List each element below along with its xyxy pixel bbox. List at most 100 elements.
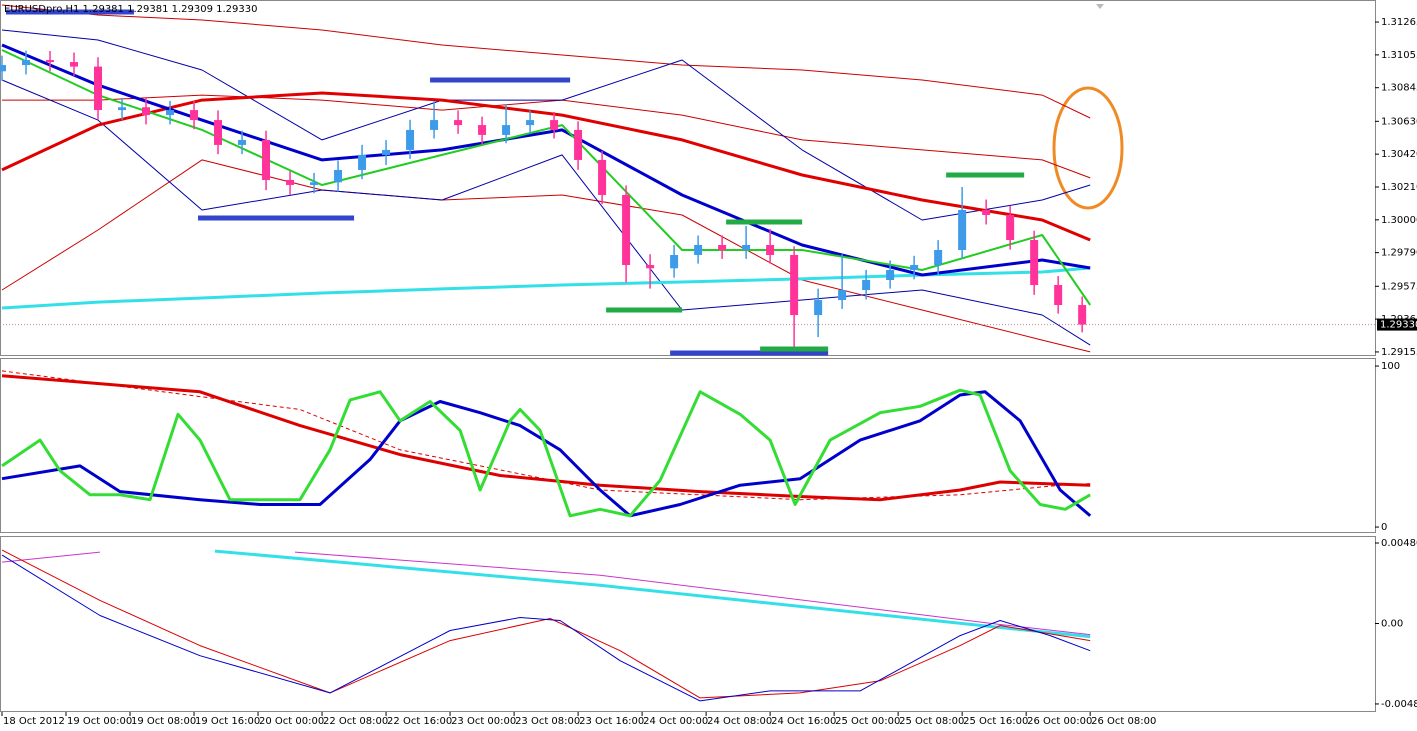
indicator-line <box>1 159 1091 353</box>
candle-body <box>286 179 295 185</box>
x-tick-label: 19 Oct 16:00 <box>195 716 260 727</box>
candle-body <box>70 62 79 67</box>
y-tick-label: 1.30000 <box>1381 215 1417 226</box>
candle-body <box>238 139 247 145</box>
y-tick-label: 1.30630 <box>1381 116 1417 127</box>
candle-body <box>142 107 151 116</box>
candle-body <box>694 244 703 256</box>
candle-body <box>622 194 631 266</box>
y-tick-label: 0.004803 <box>1381 538 1417 549</box>
candle-body <box>118 107 127 111</box>
y-tick-label: 100 <box>1381 361 1400 372</box>
x-tick-label: 19 Oct 08:00 <box>131 716 196 727</box>
candle-body <box>1078 305 1087 325</box>
indicator-line <box>1 554 1091 702</box>
x-tick-label: 26 Oct 08:00 <box>1091 716 1156 727</box>
shift-marker <box>1096 4 1104 9</box>
candle-body <box>646 265 655 269</box>
indicator-line <box>1 79 1091 346</box>
y-tick-label: 1.30420 <box>1381 149 1417 160</box>
candle-body <box>0 65 7 72</box>
candle-body <box>310 182 319 185</box>
candle-body <box>166 110 175 116</box>
candle-body <box>886 270 895 281</box>
candle-body <box>22 60 31 66</box>
pane-border <box>0 358 1376 533</box>
y-tick-label: 0 <box>1381 522 1387 533</box>
candle-body <box>862 280 871 291</box>
indicator-line <box>1 266 1091 310</box>
candle-body <box>814 300 823 316</box>
candle-body <box>718 244 727 250</box>
candle-body <box>1054 285 1063 306</box>
x-tick-label: 25 Oct 16:00 <box>963 716 1028 727</box>
indicator-line <box>214 549 1091 639</box>
indicator-line <box>1 549 1091 699</box>
candle-body <box>790 255 799 316</box>
x-tick-label: 18 Oct 2012 <box>3 716 65 727</box>
last-price-label: 1.29330 <box>1380 320 1417 331</box>
x-tick-label: 23 Oct 16:00 <box>579 716 644 727</box>
x-tick-label: 25 Oct 00:00 <box>835 716 900 727</box>
pane-border <box>0 536 1376 712</box>
y-tick-label: 1.31265 <box>1381 17 1417 28</box>
y-tick-label: 1.29790 <box>1381 248 1417 259</box>
indicator-line <box>1 43 1091 277</box>
x-tick-label: 26 Oct 00:00 <box>1027 716 1092 727</box>
indicator-line <box>1 388 1091 518</box>
x-tick-label: 23 Oct 08:00 <box>515 716 580 727</box>
candle-body <box>190 110 199 121</box>
candle-body <box>454 120 463 126</box>
x-tick-label: 24 Oct 16:00 <box>771 716 836 727</box>
indicator-line <box>1 390 1092 518</box>
y-tick-label: 0.00 <box>1381 618 1403 629</box>
candle-body <box>46 60 55 63</box>
x-tick-label: 20 Oct 00:00 <box>259 716 324 727</box>
candle-body <box>1006 214 1015 240</box>
last-price-box <box>1377 318 1417 331</box>
candle-body <box>670 255 679 269</box>
candle-body <box>334 169 343 183</box>
candle-body <box>958 209 967 250</box>
candle-body <box>262 139 271 180</box>
candle-body <box>934 249 943 266</box>
y-tick-label: 1.29155 <box>1381 347 1417 358</box>
indicator-line <box>1 370 1091 501</box>
candle-body <box>766 244 775 256</box>
x-tick-label: 22 Oct 16:00 <box>387 716 452 727</box>
y-tick-label: 1.30210 <box>1381 182 1417 193</box>
candle-body <box>910 265 919 271</box>
candle-body <box>1030 239 1039 286</box>
candle-body <box>478 125 487 135</box>
chart-title: EURUSDpro,H1 1.29381 1.29381 1.29309 1.2… <box>4 4 258 15</box>
candle-body <box>526 120 535 126</box>
indicator-line <box>1 374 1091 502</box>
x-tick-label: 23 Oct 00:00 <box>451 716 516 727</box>
candle-body <box>742 244 751 250</box>
x-tick-label: 22 Oct 08:00 <box>323 716 388 727</box>
candle-body <box>430 120 439 130</box>
indicator-line <box>1 4 1091 119</box>
y-tick-label: 1.30845 <box>1381 83 1417 94</box>
candle-body <box>214 120 223 145</box>
indicator-line <box>1 551 101 563</box>
y-tick-label: 1.29575 <box>1381 281 1417 292</box>
candle-body <box>94 66 103 111</box>
candle-body <box>502 125 511 135</box>
candle-body <box>574 129 583 160</box>
x-tick-label: 19 Oct 00:00 <box>67 716 132 727</box>
candle-body <box>382 149 391 155</box>
candle-body <box>406 129 415 150</box>
candle-body <box>598 159 607 195</box>
candle-body <box>838 290 847 301</box>
y-tick-label: 1.31055 <box>1381 50 1417 61</box>
annotation-ellipse <box>1052 86 1124 210</box>
candle-body <box>358 154 367 170</box>
x-tick-label: 24 Oct 00:00 <box>643 716 708 727</box>
indicator-line <box>294 551 1091 636</box>
candle-body <box>982 209 991 215</box>
